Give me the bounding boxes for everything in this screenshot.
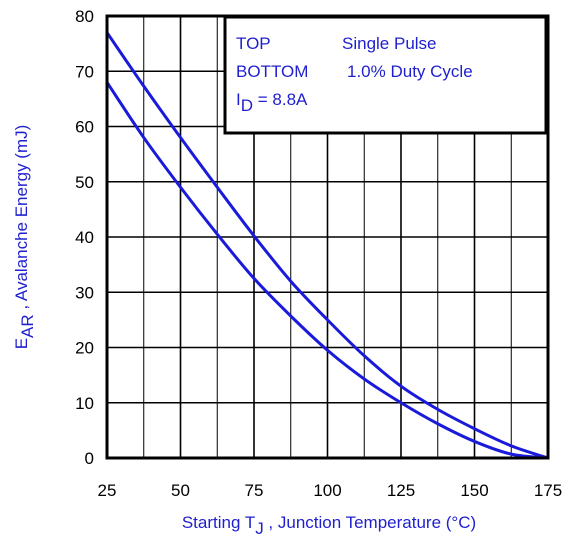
y-tick-label: 20 [75,339,94,358]
y-tick-label: 80 [75,7,94,26]
series-line-top [105,31,549,460]
y-tick-label: 50 [75,173,94,192]
x-axis-label: Starting TJ , Junction Temperature (°C) [182,513,476,538]
x-tick-label: 125 [387,481,415,500]
y-tick-label: 60 [75,118,94,137]
x-tick-label: 175 [534,481,562,500]
y-tick-label: 30 [75,283,94,302]
series-lines [105,31,549,460]
y-axis-label: EAR , Avalanche Energy (mJ) [12,125,37,350]
y-tick-label: 0 [85,449,94,468]
legend-box-frame [223,15,548,135]
x-tick-label: 100 [313,481,341,500]
legend-bottom-label: BOTTOM [236,62,308,81]
x-tick-label: 25 [98,481,117,500]
y-axis-label-rest: , Avalanche Energy (mJ) [12,125,31,315]
series-line-bottom [105,81,549,460]
x-tick-label: 75 [245,481,264,500]
plot-frame [105,14,550,460]
legend-top-value: Single Pulse [342,34,437,53]
x-tick-label: 150 [460,481,488,500]
y-tick-label: 70 [75,62,94,81]
legend-id-rest: = 8.8A [253,90,308,109]
x-tick-label: 50 [171,481,190,500]
y-axis-label-main: E [12,338,31,349]
y-axis-label-sub: AR [18,314,37,338]
legend-bottom-value: 1.0% Duty Cycle [347,62,473,81]
y-tick-label: 10 [75,394,94,413]
y-tick-labels: 0 10 20 30 40 50 60 70 80 [75,7,94,468]
legend-id-main: I [236,90,241,109]
x-axis-label-main: Starting T [182,513,255,532]
legend-top-label: TOP [236,34,271,53]
x-axis-label-rest: , Junction Temperature (°C) [264,513,476,532]
legend-box: TOP Single Pulse BOTTOM 1.0% Duty Cycle … [223,15,548,135]
x-axis-label-sub: J [255,519,264,538]
legend-id-label: ID = 8.8A [236,90,308,115]
legend-id-sub: D [241,96,253,115]
y-tick-label: 40 [75,228,94,247]
x-tick-labels: 25 50 75 100 125 150 175 [98,481,563,500]
